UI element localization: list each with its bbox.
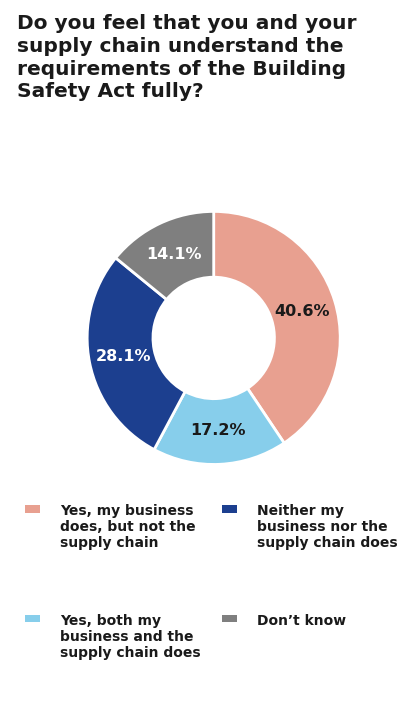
Text: 14.1%: 14.1% (146, 247, 202, 262)
Bar (222, 615, 237, 623)
Text: Don’t know: Don’t know (257, 614, 346, 628)
Text: Do you feel that you and your supply chain understand the requirements of the Bu: Do you feel that you and your supply cha… (17, 14, 356, 102)
Text: Yes, my business
does, but not the
supply chain: Yes, my business does, but not the suppl… (60, 504, 196, 550)
Wedge shape (214, 211, 340, 443)
Bar (25, 505, 40, 513)
Text: 28.1%: 28.1% (96, 349, 151, 364)
Text: Neither my
business nor the
supply chain does: Neither my business nor the supply chain… (257, 504, 398, 550)
Wedge shape (87, 258, 185, 450)
Bar (222, 505, 237, 513)
Text: 40.6%: 40.6% (274, 304, 330, 318)
Text: Yes, both my
business and the
supply chain does: Yes, both my business and the supply cha… (60, 614, 201, 660)
Wedge shape (154, 388, 284, 465)
Wedge shape (116, 211, 214, 299)
Bar (25, 615, 40, 623)
Text: 17.2%: 17.2% (191, 423, 246, 438)
